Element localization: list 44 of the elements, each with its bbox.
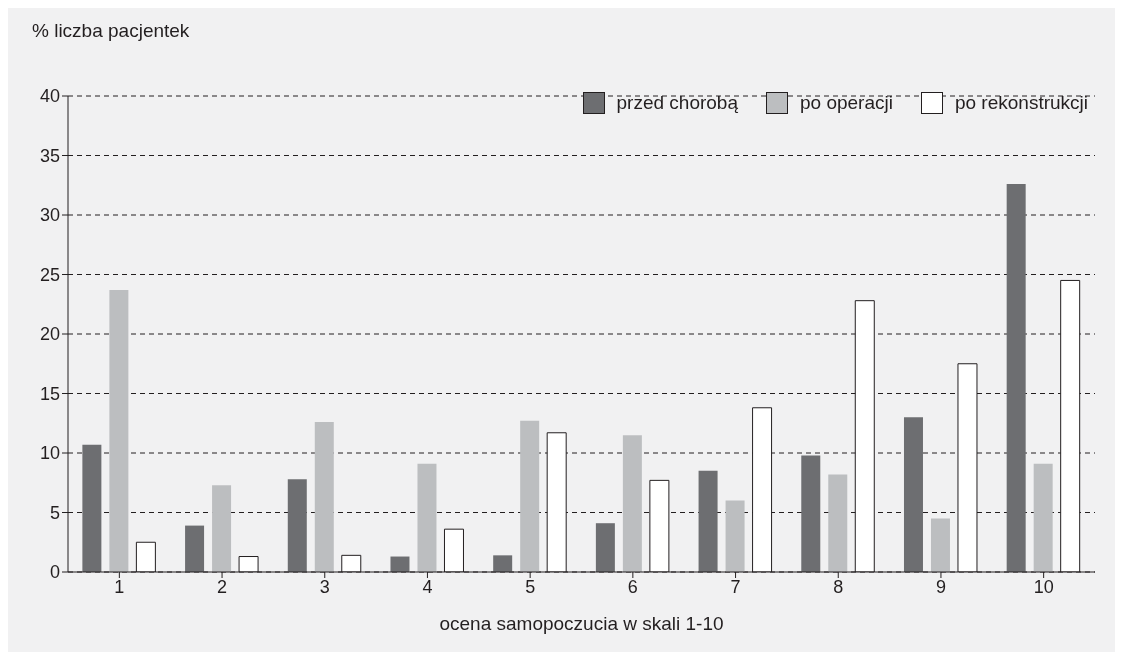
x-tick-label: 6 xyxy=(627,576,638,597)
bar xyxy=(595,523,615,572)
bar xyxy=(82,444,102,572)
bar xyxy=(930,518,950,572)
bar xyxy=(520,420,540,572)
y-tick-label: 35 xyxy=(39,145,60,166)
bar xyxy=(1006,184,1026,572)
bar xyxy=(725,500,745,572)
y-axis-title: % liczba pacjentek xyxy=(32,20,190,42)
bar xyxy=(314,422,334,572)
x-tick-label: 7 xyxy=(730,576,741,597)
x-tick-label: 5 xyxy=(525,576,536,597)
y-tick-label: 40 xyxy=(39,86,60,107)
bar xyxy=(109,289,129,572)
bar xyxy=(493,555,513,572)
x-axis-title: ocena samopoczucia w skali 1-10 xyxy=(439,613,724,634)
bar xyxy=(185,525,205,572)
y-tick-label: 15 xyxy=(39,383,60,404)
y-tick-label: 25 xyxy=(39,264,60,285)
bar xyxy=(903,417,923,572)
legend-label: po operacji xyxy=(799,92,893,114)
bar xyxy=(212,485,232,572)
legend-label: po rekonstrukcji xyxy=(954,92,1088,114)
bar xyxy=(622,435,642,572)
bar xyxy=(390,556,410,572)
y-tick-label: 10 xyxy=(39,443,60,464)
x-tick-label: 1 xyxy=(114,576,125,597)
x-tick-label: 3 xyxy=(319,576,330,597)
x-tick-label: 2 xyxy=(217,576,228,597)
y-tick-label: 0 xyxy=(49,562,60,583)
bar xyxy=(828,474,848,572)
y-tick-label: 5 xyxy=(49,502,60,523)
x-tick-label: 9 xyxy=(935,576,946,597)
bar xyxy=(417,463,437,572)
bar xyxy=(801,455,821,572)
y-tick-label: 20 xyxy=(39,324,60,345)
x-tick-label: 4 xyxy=(422,576,433,597)
bar xyxy=(287,479,307,572)
y-tick-label: 30 xyxy=(39,205,60,226)
x-tick-label: 8 xyxy=(833,576,844,597)
legend-label: przed chorobą xyxy=(616,92,738,114)
x-tick-label: 10 xyxy=(1033,576,1054,597)
bar xyxy=(1033,463,1053,572)
bar xyxy=(698,470,718,572)
